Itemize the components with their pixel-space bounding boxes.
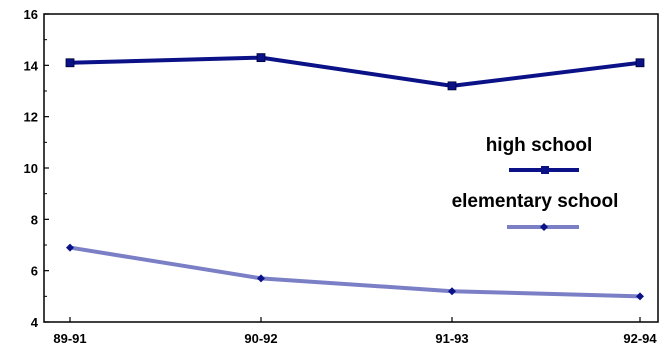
x-tick-label: 91-93 <box>435 331 468 346</box>
data-point <box>256 53 266 63</box>
y-tick-label: 12 <box>24 110 38 125</box>
y-tick-label: 6 <box>31 264 38 279</box>
data-point <box>447 81 457 91</box>
y-tick-label: 8 <box>31 212 38 227</box>
x-tick-label: 92-94 <box>623 331 657 346</box>
x-tick-label: 90-92 <box>244 331 277 346</box>
series-line <box>68 55 642 88</box>
data-point <box>635 58 645 68</box>
series-line <box>68 245 642 299</box>
legend: high school elementary school <box>452 135 619 231</box>
data-point <box>65 58 75 68</box>
data-point <box>636 292 644 301</box>
y-tick-label: 10 <box>24 161 38 176</box>
x-tick-label: 89-91 <box>53 331 86 346</box>
y-axis: 4 6 8 10 12 14 16 <box>24 7 49 330</box>
legend-label: elementary school <box>452 191 619 212</box>
y-tick-label: 4 <box>31 315 39 330</box>
y-tick-label: 16 <box>24 7 38 22</box>
series-elementary-school <box>66 243 644 301</box>
data-point <box>66 243 74 252</box>
series-high-school <box>65 53 645 91</box>
legend-label: high school <box>486 135 593 156</box>
x-axis: 89-91 90-92 91-93 92-94 <box>53 317 657 346</box>
legend-marker <box>541 166 549 174</box>
y-tick-label: 14 <box>24 58 39 73</box>
data-point <box>448 287 456 296</box>
legend-marker <box>540 223 548 231</box>
data-point <box>257 274 265 283</box>
series-layer <box>65 53 645 301</box>
